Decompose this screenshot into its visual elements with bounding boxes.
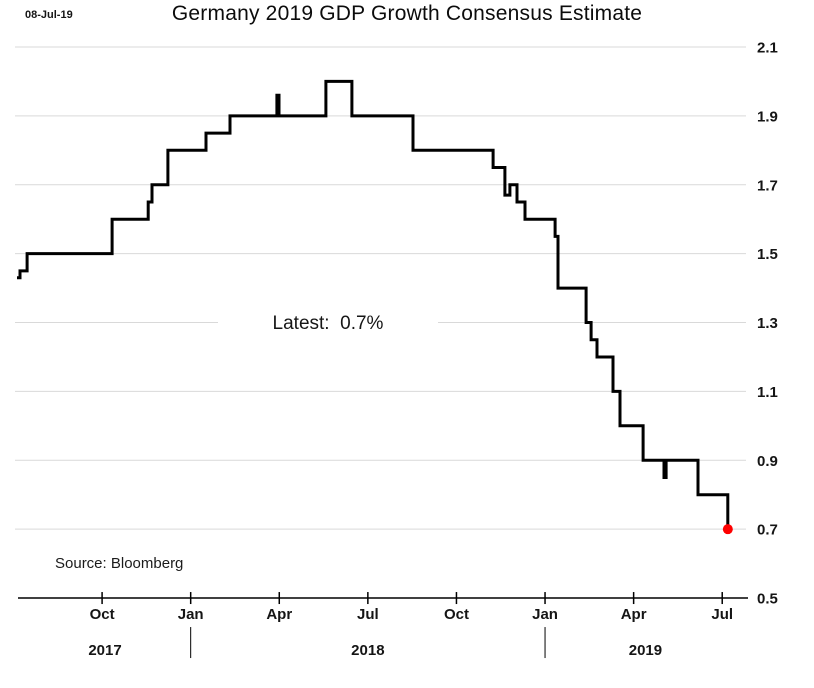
year-label: 2019: [629, 642, 662, 659]
x-tick-label: Oct: [444, 606, 469, 623]
y-tick-label: 2.1: [757, 40, 778, 57]
y-tick-label: 1.3: [757, 315, 778, 332]
date-stamp: 08-Jul-19: [25, 9, 73, 21]
y-tick-label: 0.7: [757, 522, 778, 539]
y-tick-label: 0.9: [757, 453, 778, 470]
latest-point-dot: [722, 524, 733, 535]
year-label: 2017: [88, 642, 121, 659]
y-tick-label: 1.7: [757, 177, 778, 194]
x-tick-label: Apr: [266, 606, 292, 623]
x-tick-label: Jul: [357, 606, 379, 623]
source-label: Source: Bloomberg: [55, 555, 184, 572]
y-tick-label: 1.5: [757, 246, 778, 263]
x-tick-label: Jan: [178, 606, 204, 623]
y-tick-label: 1.9: [757, 108, 778, 125]
latest-value-annotation: Latest: 0.7%: [218, 309, 438, 339]
chart-title: Germany 2019 GDP Growth Consensus Estima…: [171, 2, 643, 25]
gdp-consensus-series-line: [17, 79, 730, 530]
x-tick-label: Oct: [90, 606, 115, 623]
y-tick-label: 0.5: [757, 591, 778, 608]
x-tick-label: Jul: [711, 606, 733, 623]
y-tick-label: 1.1: [757, 384, 778, 401]
x-tick-label: Apr: [621, 606, 647, 623]
year-label: 2018: [351, 642, 384, 659]
x-tick-label: Jan: [532, 606, 558, 623]
